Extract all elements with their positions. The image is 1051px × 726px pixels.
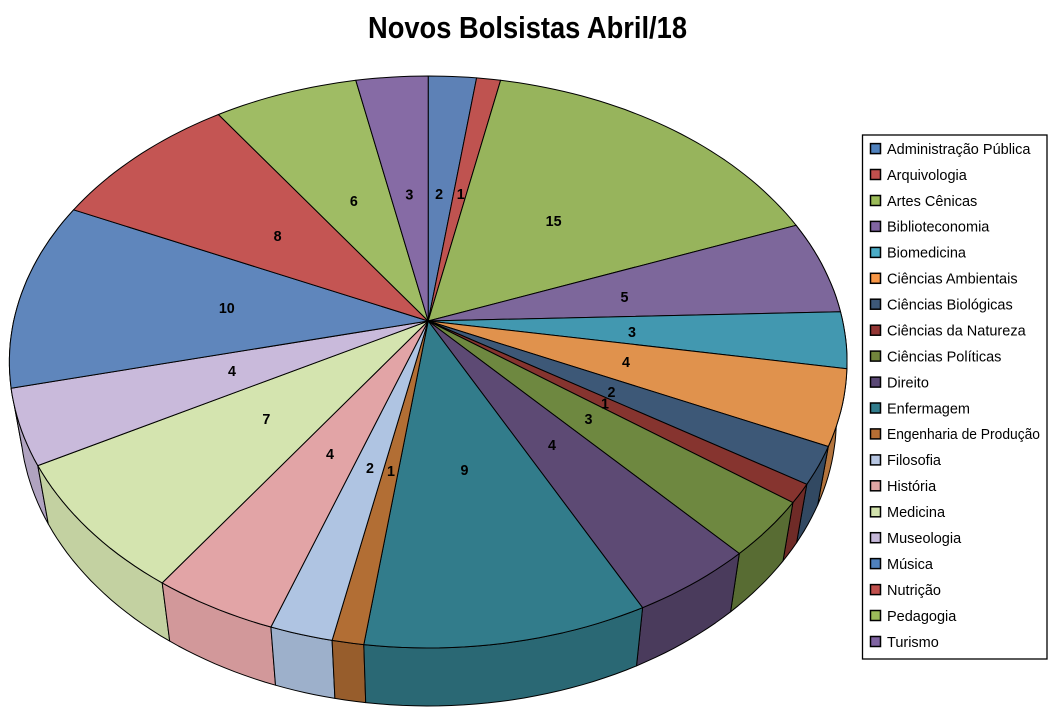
svg-text:4: 4	[228, 364, 236, 380]
svg-text:Engenharia de Produção: Engenharia de Produção	[887, 427, 1040, 443]
svg-text:1: 1	[457, 187, 465, 203]
svg-text:3: 3	[628, 325, 636, 341]
svg-text:Novos Bolsistas Abril/18: Novos Bolsistas Abril/18	[368, 10, 687, 45]
svg-text:Música: Música	[887, 557, 934, 573]
svg-text:8: 8	[274, 229, 282, 245]
svg-text:Ciências Políticas: Ciências Políticas	[887, 349, 1001, 365]
svg-text:Ciências da Natureza: Ciências da Natureza	[887, 324, 1027, 340]
svg-text:1: 1	[387, 464, 395, 480]
svg-text:Turismo: Turismo	[887, 635, 939, 651]
svg-text:9: 9	[461, 463, 469, 479]
svg-text:Pedagogia: Pedagogia	[887, 609, 957, 625]
svg-text:Biomedicina: Biomedicina	[887, 246, 967, 262]
svg-text:3: 3	[405, 187, 413, 203]
svg-text:Medicina: Medicina	[887, 505, 946, 521]
svg-text:Filosofia: Filosofia	[887, 453, 942, 469]
svg-text:2: 2	[608, 385, 616, 401]
svg-text:7: 7	[262, 412, 270, 428]
svg-text:2: 2	[435, 187, 443, 203]
svg-text:10: 10	[219, 301, 235, 317]
svg-text:1: 1	[601, 397, 609, 413]
svg-text:4: 4	[622, 355, 630, 371]
svg-text:Ciências Biológicas: Ciências Biológicas	[887, 298, 1013, 314]
svg-text:Arquivologia: Arquivologia	[887, 168, 968, 184]
svg-text:Biblioteconomia: Biblioteconomia	[887, 220, 990, 236]
svg-text:5: 5	[621, 290, 629, 306]
svg-text:2: 2	[366, 461, 374, 477]
svg-text:3: 3	[585, 412, 593, 428]
svg-text:História: História	[887, 479, 937, 495]
svg-text:Enfermagem: Enfermagem	[887, 401, 970, 417]
svg-text:6: 6	[350, 194, 358, 210]
svg-text:Museologia: Museologia	[887, 531, 962, 547]
svg-text:4: 4	[548, 438, 556, 454]
svg-text:Direito: Direito	[887, 375, 929, 391]
svg-text:Administração Pública: Administração Pública	[887, 142, 1031, 158]
svg-text:15: 15	[546, 214, 562, 230]
svg-text:4: 4	[326, 447, 334, 463]
svg-text:Ciências Ambientais: Ciências Ambientais	[887, 272, 1018, 288]
svg-text:Artes Cênicas: Artes Cênicas	[887, 194, 977, 210]
svg-text:Nutrição: Nutrição	[887, 583, 941, 599]
